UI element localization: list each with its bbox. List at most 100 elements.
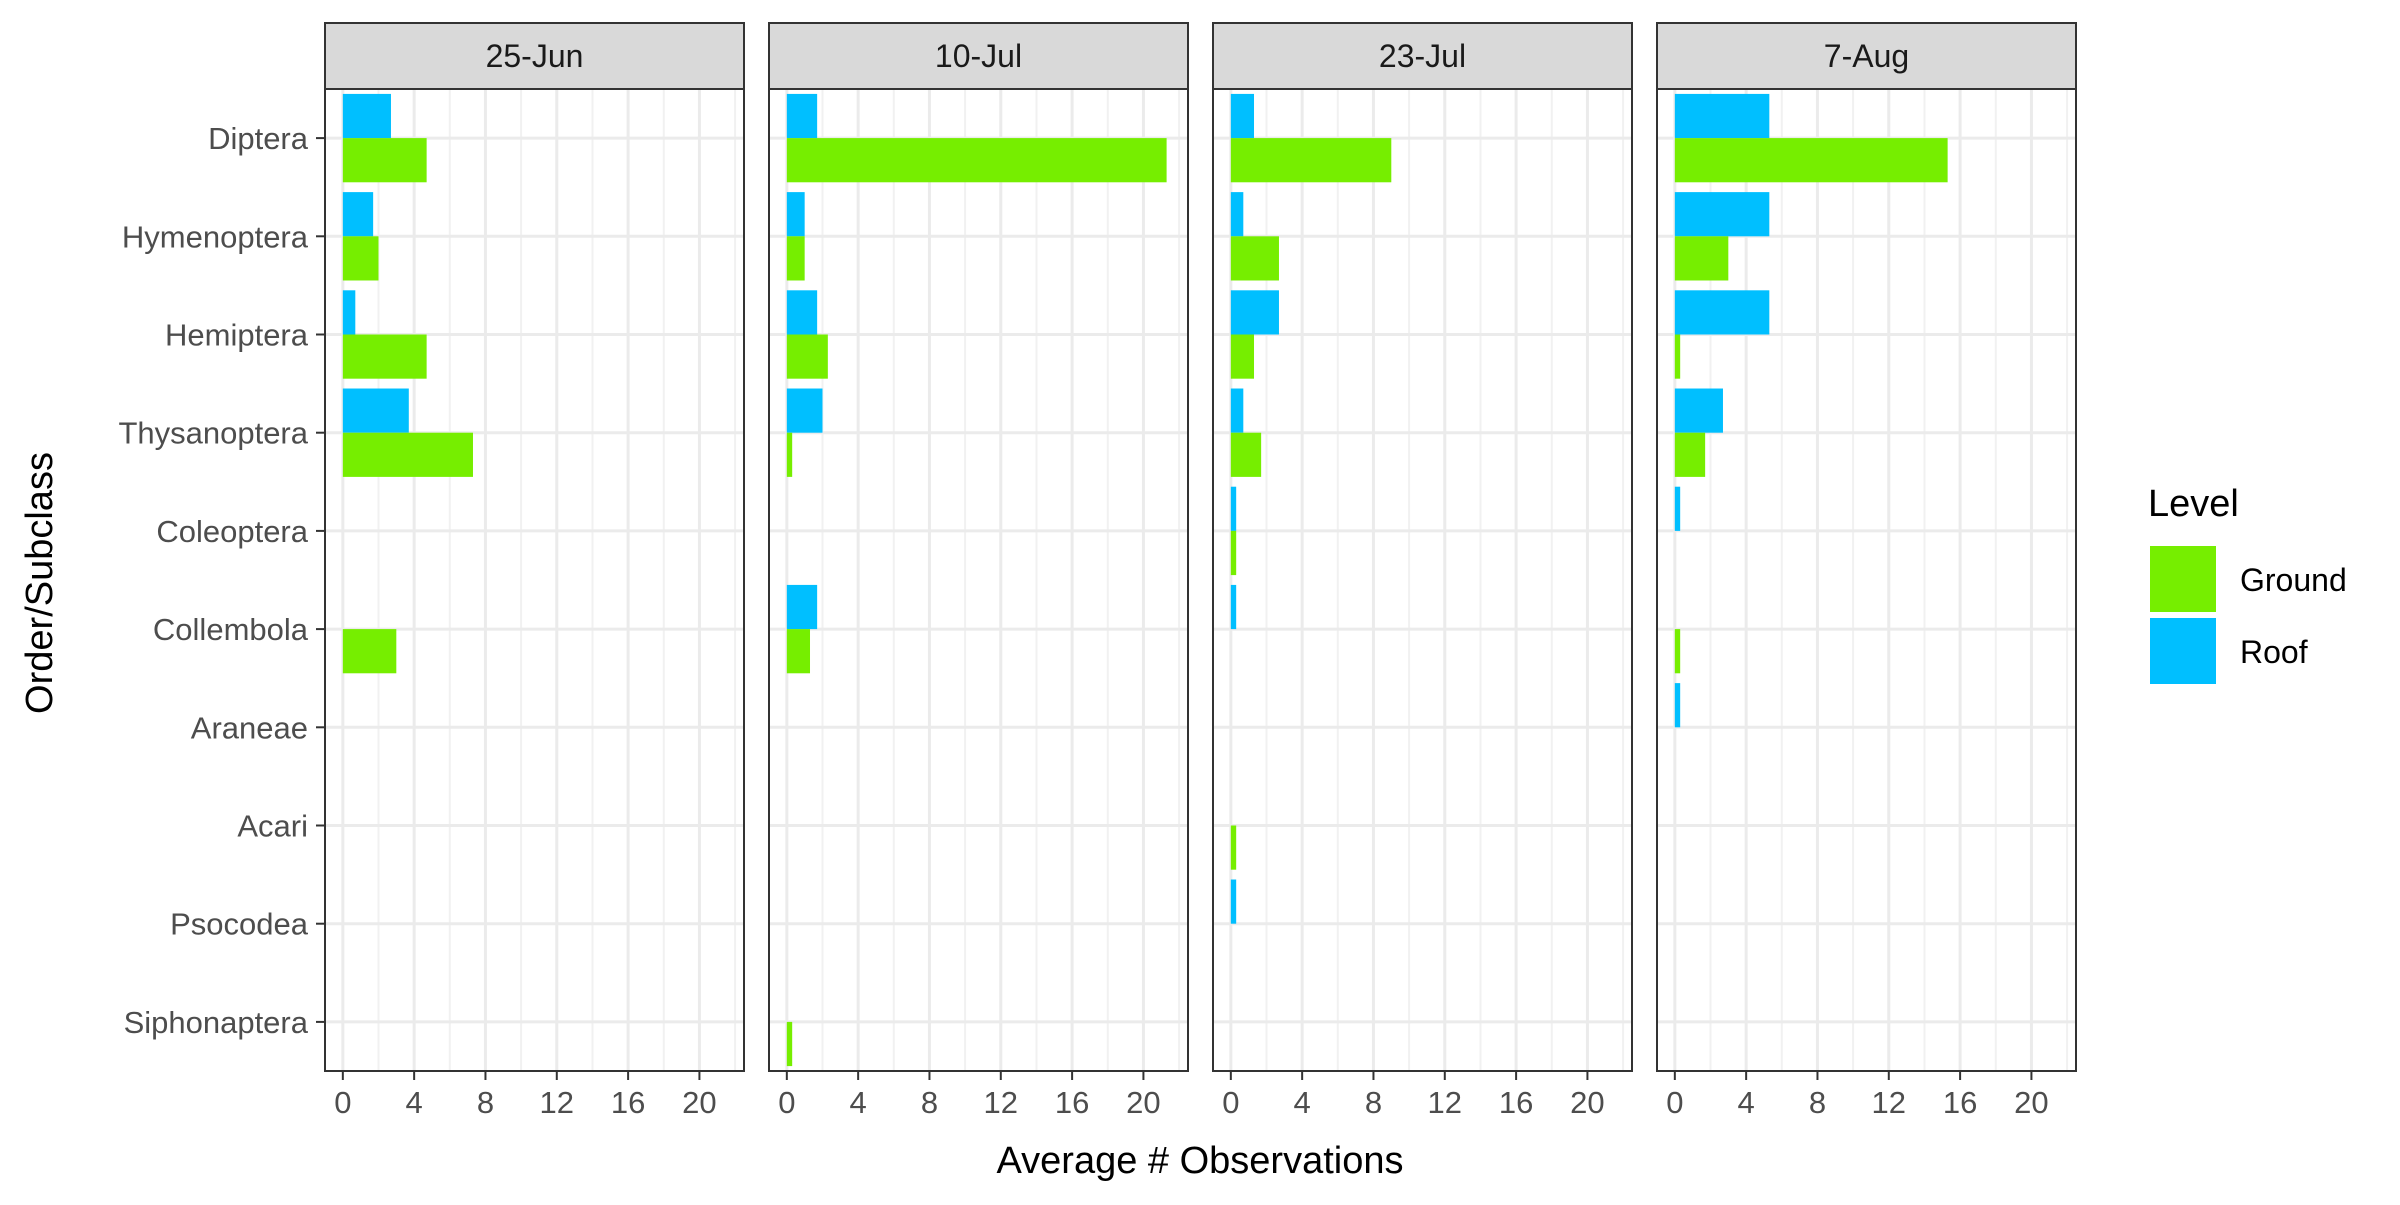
legend-title: Level <box>2148 483 2239 525</box>
bar-roof-thysanoptera <box>786 388 823 433</box>
bar-roof-hemiptera <box>786 290 818 335</box>
y-tick-label-coleoptera: Coleoptera <box>156 514 308 549</box>
y-tick-label-thysanoptera: Thysanoptera <box>118 416 308 451</box>
x-tick-label: 8 <box>1365 1085 1382 1120</box>
bar-ground-hymenoptera <box>786 236 805 281</box>
y-tick-label-psocodea: Psocodea <box>170 907 309 942</box>
bar-roof-hymenoptera <box>1674 192 1770 237</box>
bar-roof-diptera <box>1674 93 1770 139</box>
x-tick-label: 8 <box>921 1085 938 1120</box>
bar-ground-thysanoptera <box>1230 432 1262 477</box>
panel-7-aug: 7-Aug 0 4 8 12 16 20 <box>1656 22 2077 1120</box>
x-tick-label: 16 <box>1499 1085 1533 1120</box>
bar-roof-hymenoptera <box>786 192 805 237</box>
panel-10-jul: 10-Jul 0 4 8 12 16 20 <box>768 22 1189 1120</box>
x-tick-label: 20 <box>682 1085 716 1120</box>
x-tick-label: 4 <box>1294 1085 1311 1120</box>
bar-ground-hemiptera <box>342 334 427 379</box>
x-tick-label: 20 <box>1570 1085 1604 1120</box>
bar-roof-hemiptera <box>1674 290 1770 335</box>
strip-label: 25-Jun <box>486 38 584 74</box>
y-tick-label-hemiptera: Hemiptera <box>165 318 309 353</box>
bar-roof-collembola <box>1230 584 1237 630</box>
x-tick-label: 16 <box>1055 1085 1089 1120</box>
y-tick-label-collembola: Collembola <box>153 612 309 647</box>
bar-ground-diptera <box>1674 138 1948 183</box>
bar-roof-diptera <box>786 93 818 139</box>
y-tick-label-diptera: Diptera <box>208 121 309 156</box>
legend-label-roof: Roof <box>2240 634 2308 670</box>
x-tick-label: 16 <box>1943 1085 1977 1120</box>
strip-label: 7-Aug <box>1824 38 1909 74</box>
x-tick-label: 4 <box>850 1085 867 1120</box>
y-axis: Diptera Hymenoptera Hemiptera Thysanoptera C… <box>118 121 325 1040</box>
strip-background <box>768 22 1189 90</box>
bar-ground-hymenoptera <box>1674 236 1729 281</box>
bar-roof-hymenoptera <box>1230 192 1244 237</box>
bar-ground-thysanoptera <box>1674 432 1706 477</box>
bar-ground-thysanoptera <box>342 432 473 477</box>
y-tick-label-acari: Acari <box>237 809 308 844</box>
bar-ground-hemiptera <box>1230 334 1255 379</box>
x-tick-label: 12 <box>1428 1085 1462 1120</box>
bar-ground-hemiptera <box>1674 334 1681 379</box>
legend-label-ground: Ground <box>2240 562 2347 598</box>
legend-key-ground <box>2150 546 2216 612</box>
x-tick-label: 8 <box>477 1085 494 1120</box>
x-tick-label: 0 <box>778 1085 795 1120</box>
bar-roof-hemiptera <box>342 290 356 335</box>
x-tick-label: 0 <box>334 1085 351 1120</box>
x-axis-title: Average # Observations <box>997 1140 1404 1182</box>
panel-25-jun: 25-Jun 0 4 8 12 16 20 <box>324 22 745 1120</box>
bar-roof-diptera <box>1230 93 1255 139</box>
y-axis-title: Order/Subclass <box>19 452 61 714</box>
strip-background <box>1212 22 1633 90</box>
bar-ground-diptera <box>786 138 1167 183</box>
strip-background <box>1656 22 2077 90</box>
panel-23-jul: 23-Jul 0 4 8 12 16 20 <box>1212 22 1633 1120</box>
x-tick-label: 0 <box>1222 1085 1239 1120</box>
bar-roof-hemiptera <box>1230 290 1279 335</box>
y-tick-label-araneae: Araneae <box>191 710 308 745</box>
legend-key-roof <box>2150 618 2216 684</box>
bar-ground-collembola <box>1674 629 1681 674</box>
y-tick-label-hymenoptera: Hymenoptera <box>122 219 309 254</box>
panel-background <box>1213 89 1632 1071</box>
bar-ground-diptera <box>342 138 427 183</box>
bar-ground-thysanoptera <box>786 432 793 477</box>
bar-ground-diptera <box>1230 138 1392 183</box>
bar-ground-hymenoptera <box>342 236 379 281</box>
x-tick-label: 12 <box>1872 1085 1906 1120</box>
x-tick-label: 16 <box>611 1085 645 1120</box>
x-tick-label: 0 <box>1666 1085 1683 1120</box>
bar-ground-siphonaptera <box>786 1021 793 1067</box>
x-tick-label: 4 <box>1738 1085 1755 1120</box>
bar-roof-coleoptera <box>1674 486 1681 531</box>
x-tick-label: 12 <box>540 1085 574 1120</box>
bar-ground-collembola <box>786 629 811 674</box>
bar-roof-diptera <box>342 93 391 139</box>
strip-background <box>324 22 745 90</box>
bar-roof-collembola <box>786 584 818 630</box>
x-tick-label: 8 <box>1809 1085 1826 1120</box>
bar-ground-acari <box>1230 825 1237 870</box>
bar-roof-thysanoptera <box>1674 388 1723 433</box>
bar-ground-collembola <box>342 629 397 674</box>
x-tick-label: 20 <box>1126 1085 1160 1120</box>
bar-roof-araneae <box>1674 683 1681 728</box>
panel-background <box>325 89 744 1071</box>
y-tick-label-siphonaptera: Siphonaptera <box>124 1005 309 1040</box>
bar-roof-coleoptera <box>1230 486 1237 531</box>
x-tick-label: 12 <box>984 1085 1018 1120</box>
bar-ground-hemiptera <box>786 334 828 379</box>
bar-roof-psocodea <box>1230 879 1237 924</box>
bar-roof-hymenoptera <box>342 192 374 237</box>
bar-ground-hymenoptera <box>1230 236 1279 281</box>
x-tick-label: 20 <box>2014 1085 2048 1120</box>
bar-roof-thysanoptera <box>342 388 409 433</box>
bar-roof-thysanoptera <box>1230 388 1244 433</box>
bar-ground-coleoptera <box>1230 530 1237 576</box>
